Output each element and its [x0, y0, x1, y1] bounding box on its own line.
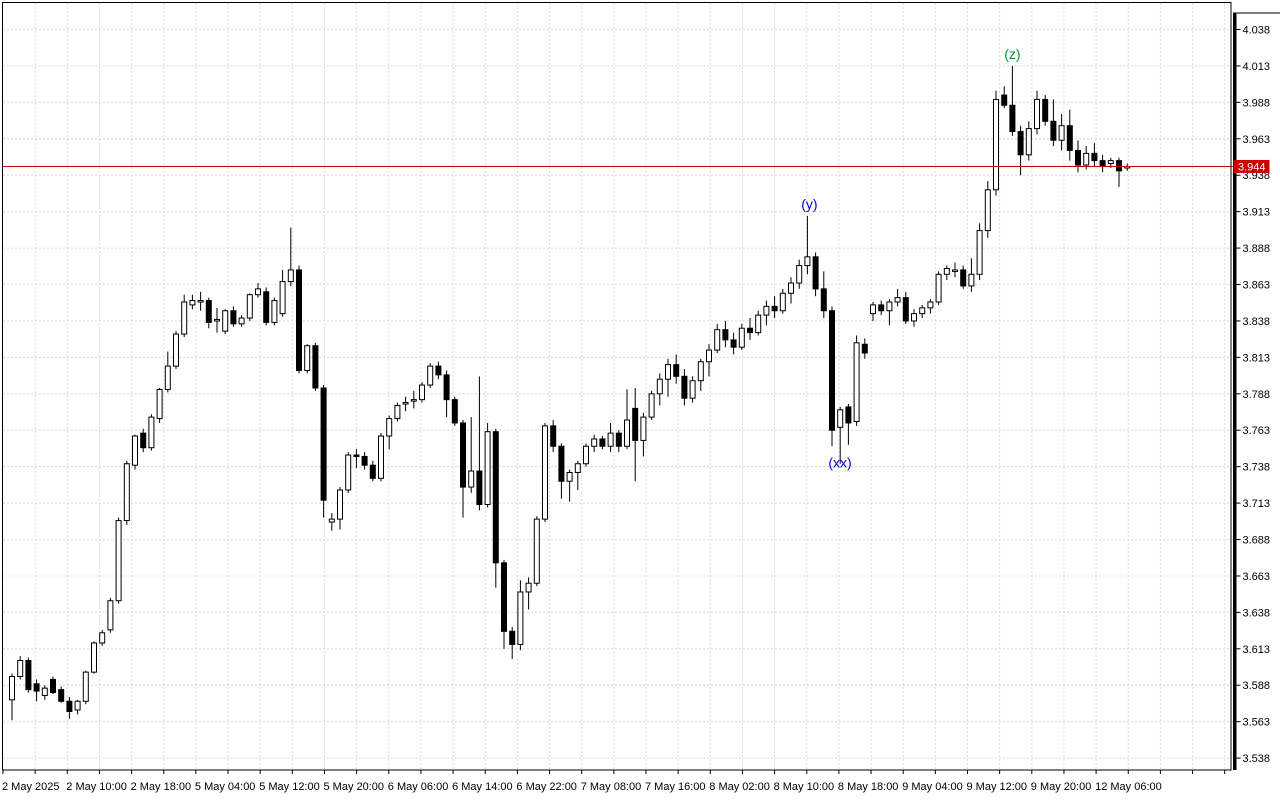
time-tick-label: 5 May 20:00 — [324, 781, 385, 793]
price-scale[interactable]: 4.038 4.013 3.988 3.963 3.938 3.913 3.888 3.863… — [1233, 12, 1280, 770]
price-tick-label: 3.738 — [1243, 462, 1271, 474]
price-tick-label: 3.788 — [1243, 389, 1271, 401]
price-tick-label: 3.538 — [1243, 753, 1271, 765]
price-tick-label: 3.963 — [1243, 134, 1271, 146]
price-tick-label: 3.588 — [1243, 680, 1271, 692]
chart-plot-area[interactable] — [3, 3, 1231, 770]
time-tick-label: 9 May 04:00 — [902, 781, 963, 793]
time-tick-label: 2 May 18:00 — [131, 781, 192, 793]
time-tick-label: 2 May 10:00 — [66, 781, 127, 793]
price-tick-label: 3.763 — [1243, 425, 1271, 437]
time-tick-label: 7 May 08:00 — [581, 781, 642, 793]
time-tick-label: 6 May 14:00 — [452, 781, 513, 793]
price-tag-label: 3.944 — [1238, 161, 1266, 173]
price-tick-label: 3.988 — [1243, 97, 1271, 109]
time-tick-label: 2 May 2025 — [2, 781, 59, 793]
candlestick-series — [9, 65, 1131, 721]
price-tick-label: 3.838 — [1243, 316, 1271, 328]
wave-label[interactable]: (z) — [1004, 46, 1020, 62]
time-tick-label: 5 May 12:00 — [259, 781, 320, 793]
price-tick-label: 3.713 — [1243, 498, 1271, 510]
time-tick-label: 5 May 04:00 — [195, 781, 256, 793]
time-tick-label: 6 May 06:00 — [388, 781, 449, 793]
price-tick-label: 3.638 — [1243, 607, 1271, 619]
time-tick-label: 8 May 18:00 — [838, 781, 899, 793]
price-tag: 3.944 — [1233, 159, 1270, 173]
time-tick-label: 7 May 16:00 — [645, 781, 706, 793]
wave-label[interactable]: (xx) — [828, 454, 851, 470]
time-tick-label: 9 May 20:00 — [1031, 781, 1092, 793]
price-tick-label: 3.663 — [1243, 571, 1271, 583]
price-tick-label: 4.013 — [1243, 61, 1271, 73]
price-tick-label: 3.863 — [1243, 280, 1271, 292]
price-tick-label: 3.938 — [1243, 170, 1271, 182]
price-tick-label: 3.688 — [1243, 535, 1271, 547]
time-tick-label: 6 May 22:00 — [516, 781, 577, 793]
time-tick-label: 8 May 02:00 — [709, 781, 770, 793]
chart-border — [2, 2, 1232, 771]
price-tick-label: 3.563 — [1243, 717, 1271, 729]
price-tick-label: 3.888 — [1243, 243, 1271, 255]
price-tick-label: 3.613 — [1243, 644, 1271, 656]
time-tick-label: 12 May 06:00 — [1095, 781, 1162, 793]
wave-label[interactable]: (y) — [801, 196, 817, 212]
price-tick-label: 3.813 — [1243, 352, 1271, 364]
time-tick-label: 8 May 10:00 — [774, 781, 835, 793]
time-scale[interactable]: 2 May 2025 2 May 10:00 2 May 18:00 5 May 04… — [2, 770, 1226, 793]
price-tick-label: 4.038 — [1243, 25, 1271, 37]
time-tick-label: 9 May 12:00 — [967, 781, 1028, 793]
price-tick-label: 3.913 — [1243, 207, 1271, 219]
